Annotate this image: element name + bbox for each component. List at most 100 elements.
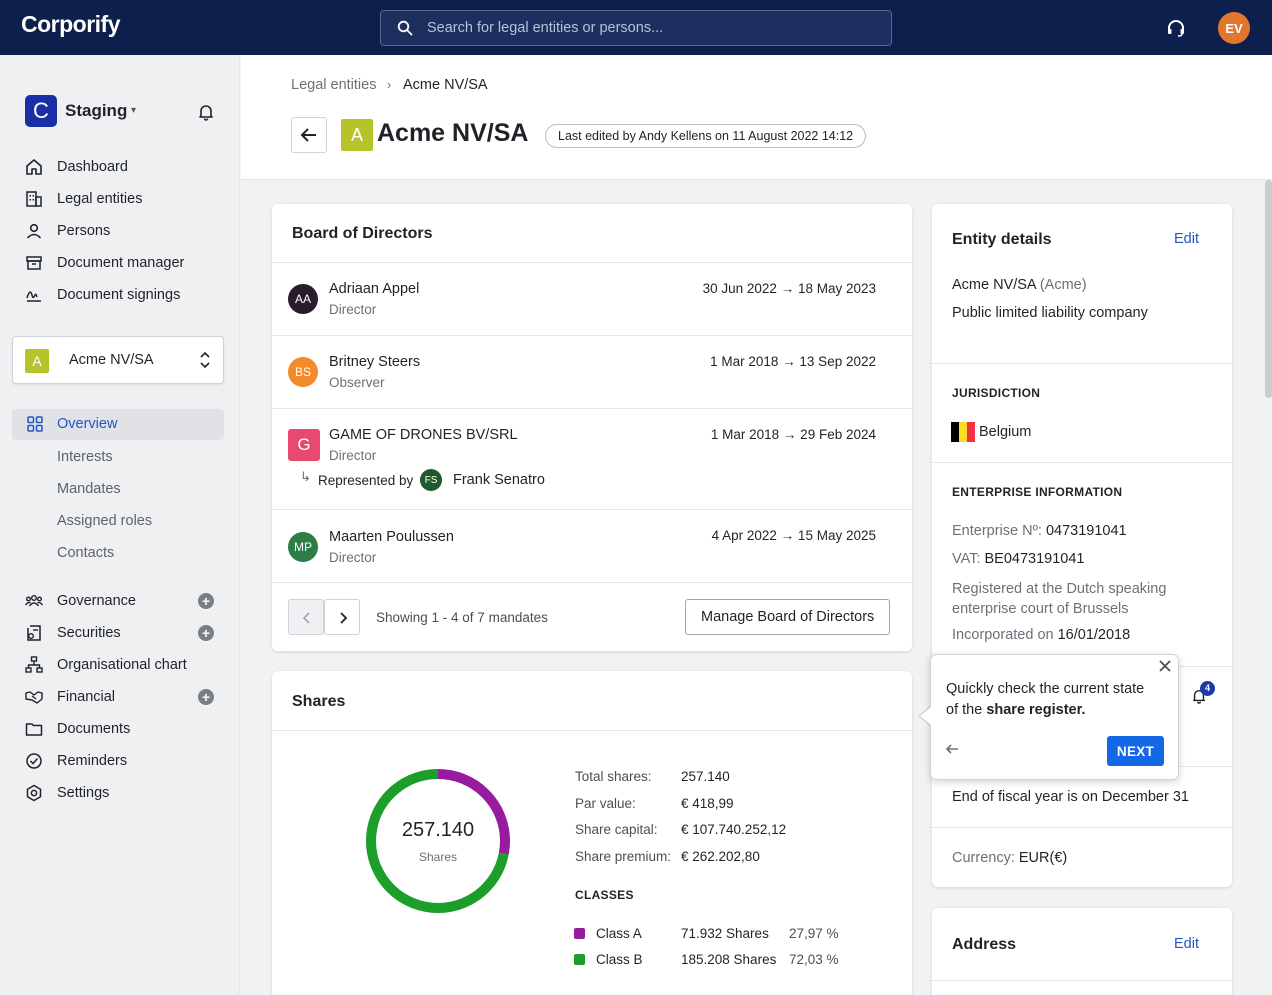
member-name[interactable]: GAME OF DRONES BV/SRL — [329, 427, 518, 443]
bell-icon[interactable] — [197, 103, 215, 121]
stat-value: € 418,99 — [681, 796, 734, 811]
nav-assigned-roles[interactable]: Assigned roles — [57, 513, 153, 529]
entity-badge: A — [341, 119, 373, 151]
vat-line: VAT: BE0473191041 — [952, 551, 1085, 567]
entity-name-line: Acme NV/SA (Acme) — [952, 277, 1087, 293]
archive-icon — [26, 256, 42, 270]
divider — [272, 730, 912, 731]
chevron-down-icon[interactable]: ▾ — [131, 105, 137, 116]
divider — [272, 408, 912, 409]
entity-name: Acme NV/SA — [952, 277, 1036, 293]
vat-number: BE0473191041 — [984, 551, 1085, 567]
certificate-icon — [27, 625, 41, 641]
chevron-up-down-icon — [200, 351, 210, 369]
close-icon[interactable] — [1158, 659, 1172, 673]
entity-selector[interactable]: A Acme NV/SA — [12, 336, 224, 384]
class-a-arc — [366, 769, 510, 913]
nav-securities[interactable]: Securities + — [24, 618, 224, 648]
last-edited-badge: Last edited by Andy Kellens on 11 August… — [545, 124, 867, 148]
nav-document-manager[interactable]: Document manager — [24, 248, 224, 278]
prev-page-button[interactable] — [288, 599, 324, 635]
next-button[interactable]: NEXT — [1107, 736, 1164, 766]
nav-governance[interactable]: Governance + — [24, 586, 224, 616]
nav-document-signings[interactable]: Document signings — [24, 280, 224, 310]
headset-icon[interactable] — [1165, 17, 1187, 39]
nav-persons[interactable]: Persons — [24, 216, 224, 246]
edit-address-link[interactable]: Edit — [1174, 936, 1199, 952]
nav-mandates[interactable]: Mandates — [57, 481, 121, 497]
nav-dashboard[interactable]: Dashboard — [24, 152, 224, 182]
nav-overview[interactable]: Overview — [12, 409, 224, 440]
manage-board-button[interactable]: Manage Board of Directors — [685, 599, 891, 635]
add-governance-button[interactable]: + — [198, 593, 214, 609]
add-financial-button[interactable]: + — [198, 689, 214, 705]
reminder-count-badge: 4 — [1200, 681, 1215, 696]
member-role: Observer — [329, 375, 385, 390]
search-input[interactable] — [427, 11, 877, 45]
top-bar: Corporify EV — [0, 0, 1272, 55]
card-title: Address — [952, 936, 1017, 953]
divider — [272, 335, 912, 336]
workspace-logo[interactable]: C — [25, 95, 57, 127]
edit-entity-details-link[interactable]: Edit — [1174, 231, 1199, 247]
divider — [272, 582, 912, 583]
breadcrumb-legal-entities[interactable]: Legal entities — [291, 77, 377, 93]
nav-organisational-chart[interactable]: Organisational chart — [24, 650, 224, 680]
class-percent: 27,97 % — [789, 926, 839, 941]
country: Belgium — [979, 424, 1032, 440]
nav-interests[interactable]: Interests — [57, 449, 113, 465]
workspace-name[interactable]: Staging — [65, 101, 128, 120]
org-chart-icon — [25, 656, 43, 673]
person-icon — [26, 223, 42, 239]
add-securities-button[interactable]: + — [198, 625, 214, 641]
legend-swatch — [574, 954, 585, 965]
incorporated-date: 16/01/2018 — [1057, 627, 1131, 643]
tooltip-arrow-fill — [920, 707, 931, 725]
member-name[interactable]: Britney Steers — [329, 354, 421, 370]
currency-label: Currency: — [952, 850, 1015, 866]
next-page-button[interactable] — [324, 599, 360, 635]
class-name: Class A — [596, 926, 642, 941]
stat-label: Par value: — [575, 796, 636, 811]
nav-legal-entities[interactable]: Legal entities — [24, 184, 224, 214]
vat-label: VAT: — [952, 551, 981, 567]
nav-label: Governance — [57, 593, 136, 609]
back-button[interactable] — [291, 117, 327, 153]
donut-total: 257.140 — [401, 819, 475, 841]
divider — [932, 462, 1232, 463]
belgium-flag-icon — [951, 422, 975, 442]
class-shares: 185.208 Shares — [681, 952, 777, 967]
people-icon — [24, 594, 44, 607]
nav-label: Securities — [57, 625, 121, 641]
nav-label: Documents — [57, 721, 131, 737]
nav-reminders[interactable]: Reminders — [24, 746, 224, 776]
nav-label: Document signings — [57, 287, 181, 303]
member-role: Director — [329, 302, 377, 317]
folder-icon — [25, 723, 43, 736]
nav-documents[interactable]: Documents — [24, 714, 224, 744]
enterprise-number: 0473191041 — [1045, 523, 1127, 539]
nav-label: Dashboard — [57, 159, 128, 175]
member-role: Director — [329, 550, 377, 565]
scrollbar[interactable] — [1265, 180, 1272, 398]
mandate-dates: 1 Mar 2018 → 29 Feb 2024 — [710, 427, 876, 442]
enterprise-number-line: Enterprise Nº: 0473191041 — [952, 523, 1127, 539]
stat-label: Share premium: — [575, 849, 672, 864]
corner-arrow-icon: ↳ — [300, 469, 311, 484]
representative-name[interactable]: Frank Senatro — [453, 472, 545, 488]
grid-icon — [27, 416, 43, 432]
nav-financial[interactable]: Financial + — [24, 682, 224, 712]
registered-court: Registered at the Dutch speaking enterpr… — [952, 581, 1167, 617]
member-name[interactable]: Maarten Poulussen — [329, 529, 454, 545]
arrow-left-icon[interactable] — [945, 742, 959, 756]
divider — [932, 827, 1232, 828]
nav-overview-label: Overview — [57, 416, 118, 432]
user-avatar[interactable]: EV — [1218, 12, 1250, 44]
global-search[interactable] — [380, 10, 892, 46]
entity-details-card: Entity details Edit Acme NV/SA (Acme) Pu… — [932, 204, 1232, 887]
mandate-dates: 4 Apr 2022 → 15 May 2025 — [711, 528, 876, 543]
member-name[interactable]: Adriaan Appel — [329, 281, 420, 297]
nav-settings[interactable]: Settings — [24, 778, 224, 808]
nav-contacts[interactable]: Contacts — [57, 545, 115, 561]
app-logo[interactable]: Corporify — [21, 11, 121, 37]
